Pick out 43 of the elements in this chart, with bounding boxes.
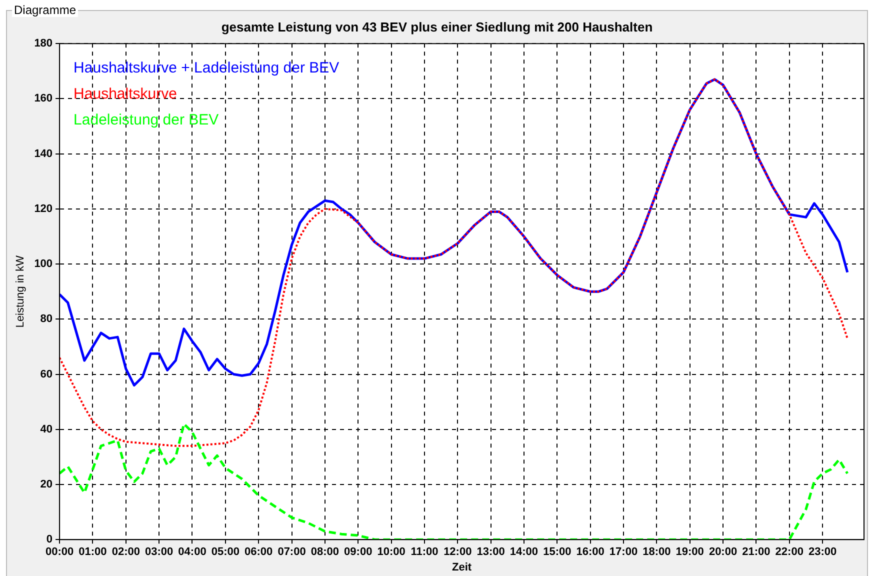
x-tick-label: 07:00 (278, 546, 306, 558)
x-tick-label: 18:00 (642, 546, 671, 558)
y-tick-label: 160 (34, 92, 53, 105)
x-tick-label: 09:00 (344, 546, 372, 558)
x-tick-label: 02:00 (112, 546, 140, 558)
y-axis-title: Leistung in kW (14, 254, 27, 328)
x-tick-label: 10:00 (377, 546, 406, 558)
x-tick-label: 23:00 (808, 546, 837, 558)
y-tick-label: 40 (40, 423, 53, 436)
y-tick-label: 60 (40, 368, 53, 380)
x-tick-label: 21:00 (742, 546, 770, 558)
x-tick-label: 01:00 (78, 546, 107, 558)
chart-title: gesamte Leistung von 43 BEV plus einer Siedlung mit 200 Haushalten (221, 19, 653, 34)
x-tick-label: 03:00 (145, 546, 174, 558)
y-tick-label: 120 (34, 202, 53, 215)
x-tick-label: 16:00 (576, 546, 604, 558)
x-tick-label: 15:00 (543, 546, 572, 558)
x-tick-label: 19:00 (676, 546, 704, 558)
x-tick-label: 22:00 (775, 546, 804, 558)
x-tick-label: 13:00 (476, 546, 505, 558)
line-series (60, 422, 849, 540)
x-tick-label: 05:00 (211, 546, 240, 558)
x-tick-label: 00:00 (45, 546, 74, 558)
x-tick-label: 20:00 (708, 546, 738, 558)
y-tick-label: 20 (40, 478, 53, 491)
y-tick-label: 140 (34, 148, 53, 160)
x-tick-label: 11:00 (410, 546, 438, 558)
line-series (60, 78, 848, 447)
x-tick-label: 14:00 (510, 546, 538, 558)
y-tick-label: 0 (46, 534, 53, 546)
x-tick-label: 06:00 (244, 546, 273, 558)
x-axis-title: Zeit (452, 561, 472, 574)
y-tick-label: 100 (34, 258, 53, 270)
text: Haushaltskurve + Ladeleistung der BEV (74, 60, 340, 77)
x-tick-label: 08:00 (310, 546, 340, 558)
x-tick-label: 04:00 (178, 546, 206, 558)
text: Haushaltskurve (74, 86, 177, 103)
x-tick-label: 12:00 (444, 546, 472, 558)
x-tick-label: 17:00 (609, 546, 638, 558)
y-tick-label: 180 (34, 38, 53, 50)
text: Ladeleistung der BEV (74, 112, 219, 129)
y-tick-label: 80 (40, 313, 53, 326)
text: Diagramme (12, 3, 78, 17)
